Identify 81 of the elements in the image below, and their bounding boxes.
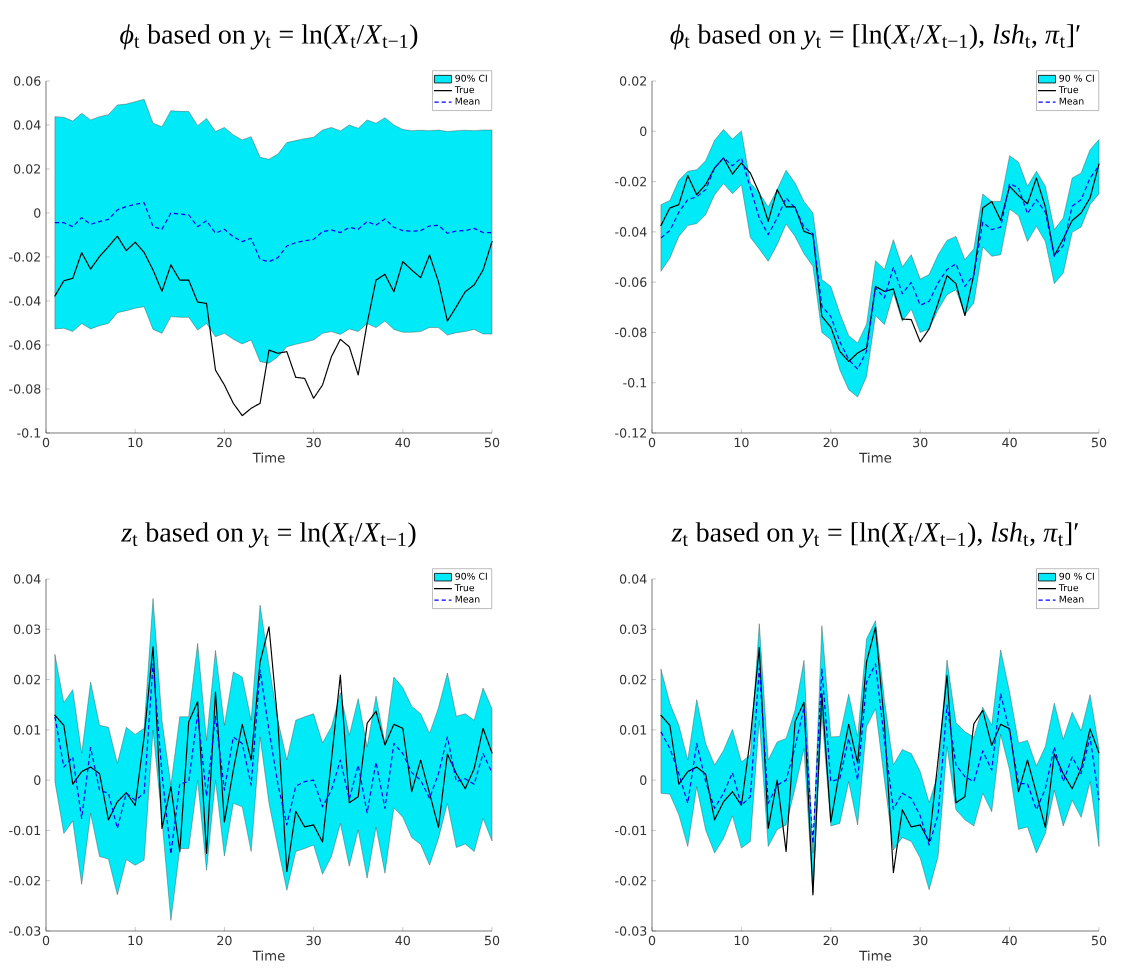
x-tick-label: 30 — [306, 935, 321, 946]
y-tick-label: 0.02 — [619, 674, 647, 685]
x-tick-label: 20 — [823, 935, 839, 946]
x-tick-label: 0 — [42, 437, 50, 448]
chart-title: z$_{t}$ based on y$_{t}$ = ln(X$_{t}$/X$_{t−1}$) — [120, 522, 416, 548]
x-axis-title: Time — [252, 950, 285, 961]
y-tick-label: -0.08 — [9, 384, 41, 394]
legend-label: 90% CI — [455, 572, 487, 580]
x-tick-label: 40 — [395, 935, 411, 946]
y-tick-label: -0.03 — [9, 926, 41, 936]
x-tick-label: 10 — [734, 437, 749, 448]
y-tick-label: -0.12 — [615, 428, 647, 438]
legend-label: True — [454, 86, 475, 94]
y-tick-label: -0.03 — [615, 926, 647, 936]
x-tick-label: 20 — [217, 437, 232, 448]
legend-label: 90 % CI — [1059, 74, 1094, 82]
chart-title: ϕ$_{t}$ based on y$_{t}$ = ln(X$_{t}$/X$_{t−1}$) — [120, 24, 418, 50]
x-tick-label: 0 — [648, 437, 656, 448]
legend-label: True — [454, 584, 475, 592]
y-tick-label: 0.01 — [13, 725, 41, 735]
x-tick-label: 50 — [1091, 935, 1107, 946]
y-tick-label: 0.01 — [619, 725, 647, 735]
x-tick-label: 30 — [913, 935, 928, 946]
x-tick-label: 40 — [395, 437, 411, 448]
chart-title: z$_{t}$ based on y$_{t}$ = [ln(X$_{t}$/X$_{t−1}$), lsh$_{t}$, π$_{t}$]′ — [671, 522, 1078, 548]
y-tick-label: 0.03 — [619, 624, 647, 635]
x-tick-label: 40 — [1002, 437, 1017, 448]
x-tick-label: 10 — [128, 437, 143, 448]
line-series — [54, 235, 493, 417]
legend-label: Mean — [1059, 97, 1084, 105]
y-tick-label: 0 — [34, 775, 41, 785]
y-tick-label: -0.01 — [615, 825, 647, 836]
legend-label: 90% CI — [455, 74, 487, 82]
y-tick-label: 0.04 — [619, 574, 647, 584]
x-axis-title: Time — [859, 950, 892, 961]
x-tick-label: 50 — [484, 935, 500, 946]
chart-title: ϕ$_{t}$ based on y$_{t}$ = [ln(X$_{t}$/X$_{t−1}$), lsh$_{t}$, π$_{t}$]′ — [670, 24, 1080, 50]
x-tick-label: 10 — [128, 935, 143, 946]
line-series — [54, 202, 493, 263]
x-tick-label: 50 — [484, 437, 500, 448]
x-tick-label: 40 — [1002, 935, 1017, 946]
y-tick-label: -0.1 — [17, 428, 41, 438]
x-axis-title: Time — [252, 452, 285, 463]
x-tick-label: 0 — [42, 935, 50, 946]
y-tick-label: 0.04 — [13, 120, 41, 130]
legend-label: True — [1058, 584, 1079, 592]
y-tick-label: -0.02 — [9, 252, 41, 262]
line-series — [54, 662, 493, 855]
y-tick-label: -0.02 — [9, 875, 41, 886]
legend-label: Mean — [455, 97, 480, 105]
y-tick-label: 0 — [640, 775, 647, 785]
y-tick-label: -0.01 — [9, 825, 41, 836]
y-tick-label: 0.02 — [13, 674, 41, 685]
y-tick-label: -0.04 — [9, 296, 41, 306]
y-tick-label: 0.04 — [13, 574, 41, 584]
x-axis-title: Time — [859, 452, 892, 463]
y-tick-label: 0.06 — [13, 76, 41, 86]
line-series — [54, 626, 493, 873]
legend-label: True — [1058, 86, 1079, 94]
y-tick-label: 0 — [640, 126, 647, 137]
y-tick-label: -0.1 — [623, 377, 647, 388]
y-tick-label: -0.06 — [9, 340, 41, 350]
x-tick-label: 20 — [823, 437, 839, 448]
legend-label: Mean — [455, 595, 480, 603]
legend-label: Mean — [1059, 595, 1084, 603]
y-tick-label: -0.06 — [615, 277, 647, 287]
y-tick-label: -0.02 — [615, 875, 647, 886]
x-tick-label: 30 — [913, 437, 928, 448]
x-tick-label: 50 — [1091, 437, 1107, 448]
legend-label: 90 % CI — [1059, 572, 1094, 580]
y-tick-label: -0.02 — [615, 176, 647, 187]
y-tick-label: 0.03 — [13, 624, 41, 635]
y-tick-label: 0.02 — [13, 164, 41, 174]
y-tick-label: -0.08 — [615, 327, 647, 338]
y-tick-label: 0 — [34, 208, 41, 218]
x-tick-label: 10 — [734, 935, 749, 946]
x-tick-label: 20 — [217, 935, 232, 946]
y-tick-label: 0.02 — [619, 76, 647, 86]
y-tick-label: -0.04 — [615, 227, 647, 237]
x-tick-label: 30 — [306, 437, 321, 448]
x-tick-label: 0 — [648, 935, 656, 946]
